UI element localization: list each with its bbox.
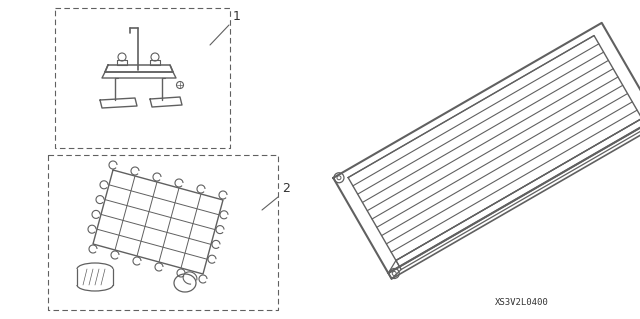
Text: 2: 2 bbox=[282, 182, 290, 195]
Text: 1: 1 bbox=[233, 10, 241, 23]
Text: XS3V2L0400: XS3V2L0400 bbox=[495, 298, 548, 307]
